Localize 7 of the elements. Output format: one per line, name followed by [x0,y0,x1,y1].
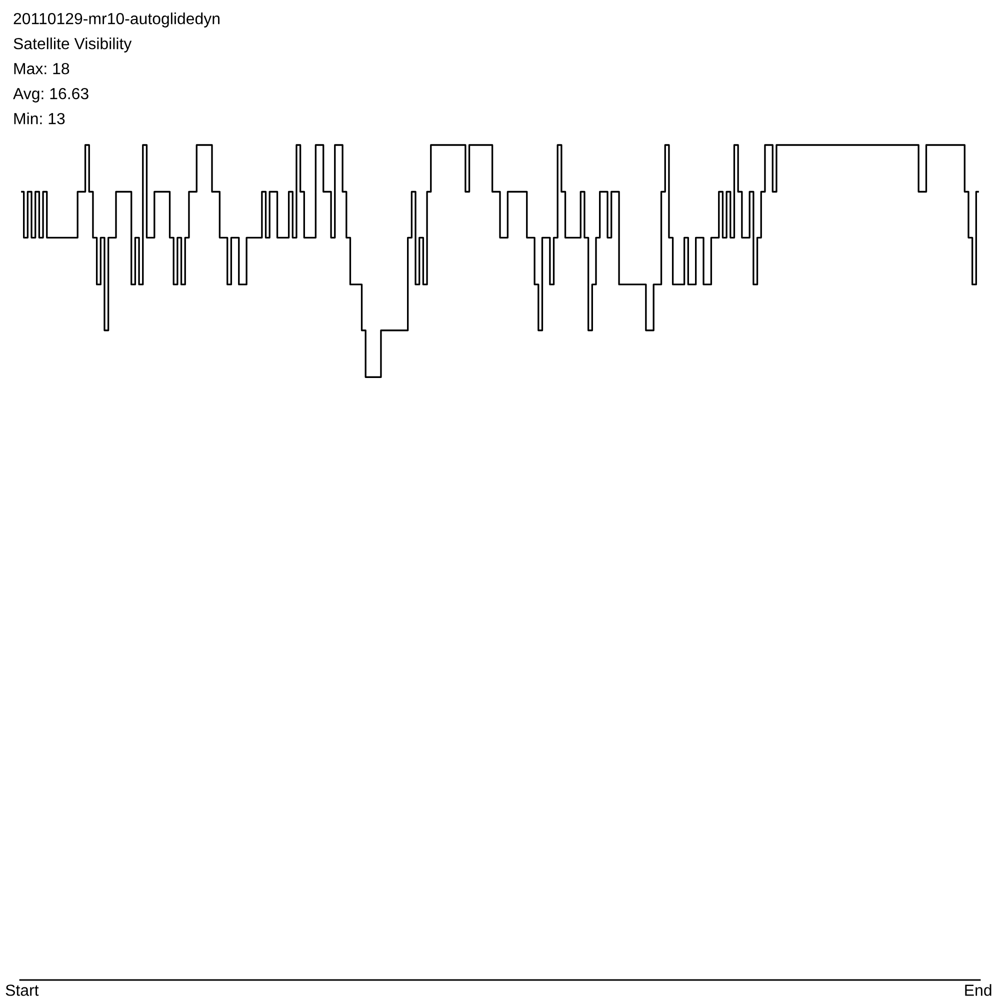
text: Min: 13 [14,112,65,124]
chart-subtitle: Satellite Visibility [14,38,132,52]
text: Avg: 16.63 [13,88,88,102]
text: Max: 18 [14,62,70,74]
x-tick-label: Start [6,984,39,996]
chart-title: 20110129-mr10-autoglidedyn [14,12,220,28]
x-tick-label: End [965,984,992,996]
